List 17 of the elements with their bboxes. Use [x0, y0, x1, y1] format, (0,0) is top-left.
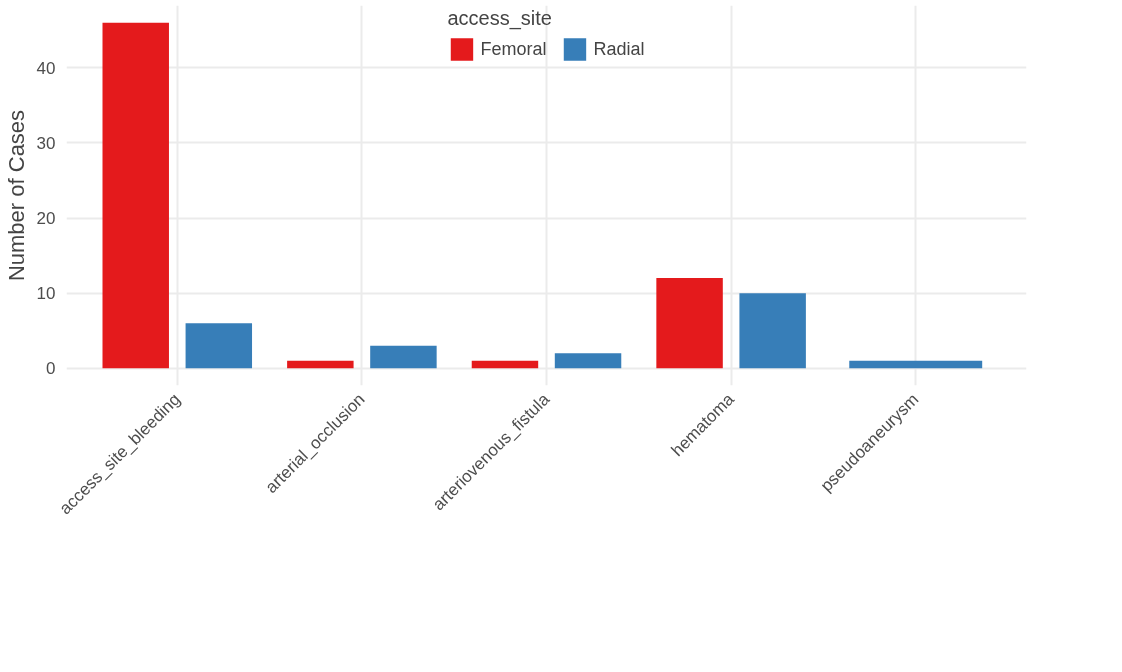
bar [185, 323, 253, 369]
y-tick-label: 0 [46, 359, 56, 379]
y-tick-label: 40 [36, 58, 56, 78]
bar [370, 345, 437, 369]
bar [287, 360, 354, 369]
legend-label: Femoral [480, 38, 547, 60]
legend-title: access_site [447, 7, 553, 30]
bar [656, 278, 723, 369]
bar [554, 353, 622, 369]
bar [471, 360, 539, 369]
bar [739, 293, 806, 369]
y-tick-label: 10 [36, 284, 56, 304]
legend-label: Radial [593, 38, 645, 60]
y-tick-label: 30 [36, 133, 56, 153]
bar [102, 22, 169, 369]
y-axis-title: Number of Cases [3, 109, 29, 282]
y-tick-label: 20 [36, 209, 56, 229]
